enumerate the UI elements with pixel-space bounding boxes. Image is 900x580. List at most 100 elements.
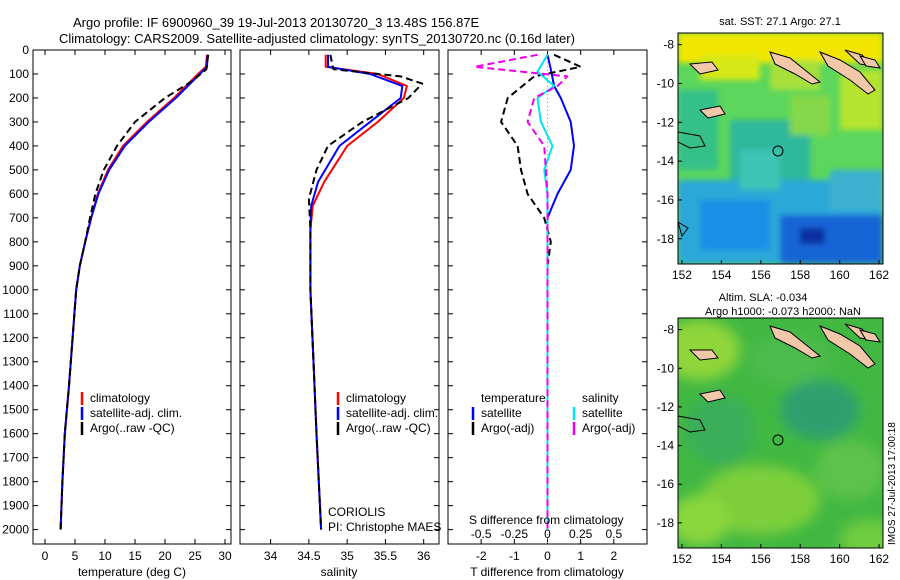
map-x-tick-label: 152 — [672, 268, 692, 282]
x-tick-label: 25 — [188, 549, 202, 563]
y-tick-label: 700 — [9, 211, 29, 225]
salinity-legend: climatology satellite-adj. clim. Argo(..… — [336, 391, 438, 435]
map-x-tick-label: 152 — [672, 552, 692, 566]
y-tick-label: 900 — [9, 259, 29, 273]
x-tick-label: 15 — [128, 549, 142, 563]
sla-coastlines — [678, 323, 881, 433]
x-tick-label: 34.5 — [297, 549, 321, 563]
sla-map-title: Altim. SLA: -0.034 — [719, 292, 808, 304]
map-x-tick-label: 158 — [790, 552, 810, 566]
y-tick-label: 1800 — [2, 475, 29, 489]
y-tick-label: 1000 — [2, 283, 29, 297]
temperature-legend: climatology satellite-adj. clim. Argo(..… — [80, 391, 182, 435]
temperature-ticks: 0 5 10 15 20 25 300100200300400500600700800900… — [2, 43, 232, 563]
x-top-tick-label: -0.5 — [471, 527, 492, 541]
sla-map-frame — [677, 317, 884, 549]
map-x-tick-label: 158 — [790, 268, 810, 282]
map-y-tick-label: -10 — [657, 361, 675, 375]
salinity-axes — [239, 49, 440, 545]
x-tick-label: 2 — [610, 549, 617, 563]
legend-s-satellite-label: satellite — [582, 406, 623, 420]
salinity-lines — [307, 54, 424, 530]
sla-field — [678, 318, 883, 548]
y-tick-label: 1100 — [3, 307, 29, 321]
x-top-tick-label: 0.25 — [569, 527, 593, 541]
sst-map-frame — [677, 32, 884, 265]
y-tick-label: 300 — [9, 115, 29, 129]
legend-climatology-label: climatology — [90, 391, 150, 405]
map-x-tick-label: 162 — [869, 552, 889, 566]
coriolis-label: CORIOLIS — [328, 505, 385, 519]
series-line-t-satellite — [546, 54, 575, 530]
sla-map-ticks: 152 154 156 158 160 162 -8 -10 -12 -14 -16 -18 — [657, 323, 890, 566]
y-tick-label: 200 — [9, 91, 29, 105]
sla-argo-marker — [772, 434, 784, 446]
y-tick-label: 0 — [22, 43, 29, 57]
map-x-tick-label: 160 — [830, 552, 850, 566]
difference-xlabel: T difference from climatology — [470, 565, 624, 579]
map-y-tick-label: -10 — [657, 76, 675, 90]
figure-title-line2: Climatology: CARS2009. Satellite-adjuste… — [59, 31, 575, 46]
legend-satellite-label: satellite-adj. clim. — [346, 406, 438, 420]
temperature-axes — [32, 49, 232, 545]
x-tick-label: 30 — [218, 549, 232, 563]
temperature-panel: 0 5 10 15 20 25 300100200300400500600700800900… — [2, 43, 232, 579]
x-tick-label: -2 — [476, 549, 487, 563]
map-x-tick-label: 156 — [751, 552, 771, 566]
x-top-tick-label: -0.25 — [501, 527, 529, 541]
sst-map-ticks: 152 154 156 158 160 162 -8 -10 -12 -14 -16 -18 — [657, 38, 890, 282]
y-tick-label: 100 — [9, 67, 29, 81]
y-tick-label: 2000 — [2, 523, 29, 537]
map-y-tick-label: -14 — [657, 154, 675, 168]
y-tick-label: 1700 — [2, 451, 29, 465]
map-y-tick-label: -18 — [657, 232, 675, 246]
legend-climatology-label: climatology — [346, 391, 406, 405]
sst-map-title: sat. SST: 27.1 Argo: 27.1 — [719, 16, 841, 28]
salinity-panel: 34 34.5 35 35.5 36 salinity climatology sate… — [239, 49, 441, 579]
legend-t-satellite-label: satellite — [481, 406, 522, 420]
legend-t-argo-label: Argo(-adj) — [481, 421, 534, 435]
x-tick-label: 35.5 — [374, 549, 398, 563]
y-tick-label: 1300 — [2, 355, 29, 369]
legend-satellite-label: satellite-adj. clim. — [90, 406, 182, 420]
temperature-lines — [59, 54, 210, 530]
map-y-tick-label: -16 — [657, 193, 675, 207]
imos-credit: IMOS 27-Jul-2013 17:00:18 — [887, 422, 898, 545]
map-x-tick-label: 162 — [869, 268, 889, 282]
y-tick-label: 1400 — [2, 379, 29, 393]
sst-map-panel: sat. SST: 27.1 Argo: 27.1 — [657, 16, 890, 282]
x-top-tick-label: 0.5 — [605, 527, 622, 541]
map-x-tick-label: 154 — [711, 268, 731, 282]
y-tick-label: 1200 — [2, 331, 29, 345]
map-y-tick-label: -12 — [657, 400, 675, 414]
x-tick-label: 10 — [98, 549, 112, 563]
pi-label: PI: Christophe MAES — [328, 520, 441, 534]
sst-argo-marker — [772, 145, 784, 157]
series-line-argo — [307, 54, 424, 530]
map-y-tick-label: -14 — [657, 439, 675, 453]
salinity-ticks: 34 34.5 35 35.5 36 — [240, 49, 439, 563]
sla-map-subtitle: Argo h1000: -0.073 h2000: NaN — [705, 306, 861, 318]
legend-salinity-title: salinity — [582, 391, 619, 405]
map-y-tick-label: -12 — [657, 115, 675, 129]
x-tick-label: 35 — [340, 549, 354, 563]
x-tick-label: 0 — [544, 549, 551, 563]
difference-legend-temperature: temperature satellite Argo(-adj) — [471, 391, 546, 435]
map-x-tick-label: 156 — [751, 268, 771, 282]
x-tick-label: 0 — [42, 549, 49, 563]
temperature-xlabel: temperature (deg C) — [78, 565, 186, 579]
x-tick-label: 1 — [577, 549, 584, 563]
figure-title-line1: Argo profile: IF 6900960_39 19-Jul-2013 … — [73, 15, 480, 30]
difference-top-label: S difference from climatology — [469, 513, 624, 527]
y-tick-label: 400 — [9, 139, 29, 153]
y-tick-label: 1500 — [2, 403, 29, 417]
map-x-tick-label: 160 — [830, 268, 850, 282]
difference-lines — [473, 53, 582, 530]
map-y-tick-label: -8 — [663, 38, 674, 52]
y-tick-label: 1900 — [2, 499, 29, 513]
map-y-tick-label: -16 — [657, 477, 675, 491]
series-line-argo — [59, 54, 210, 530]
